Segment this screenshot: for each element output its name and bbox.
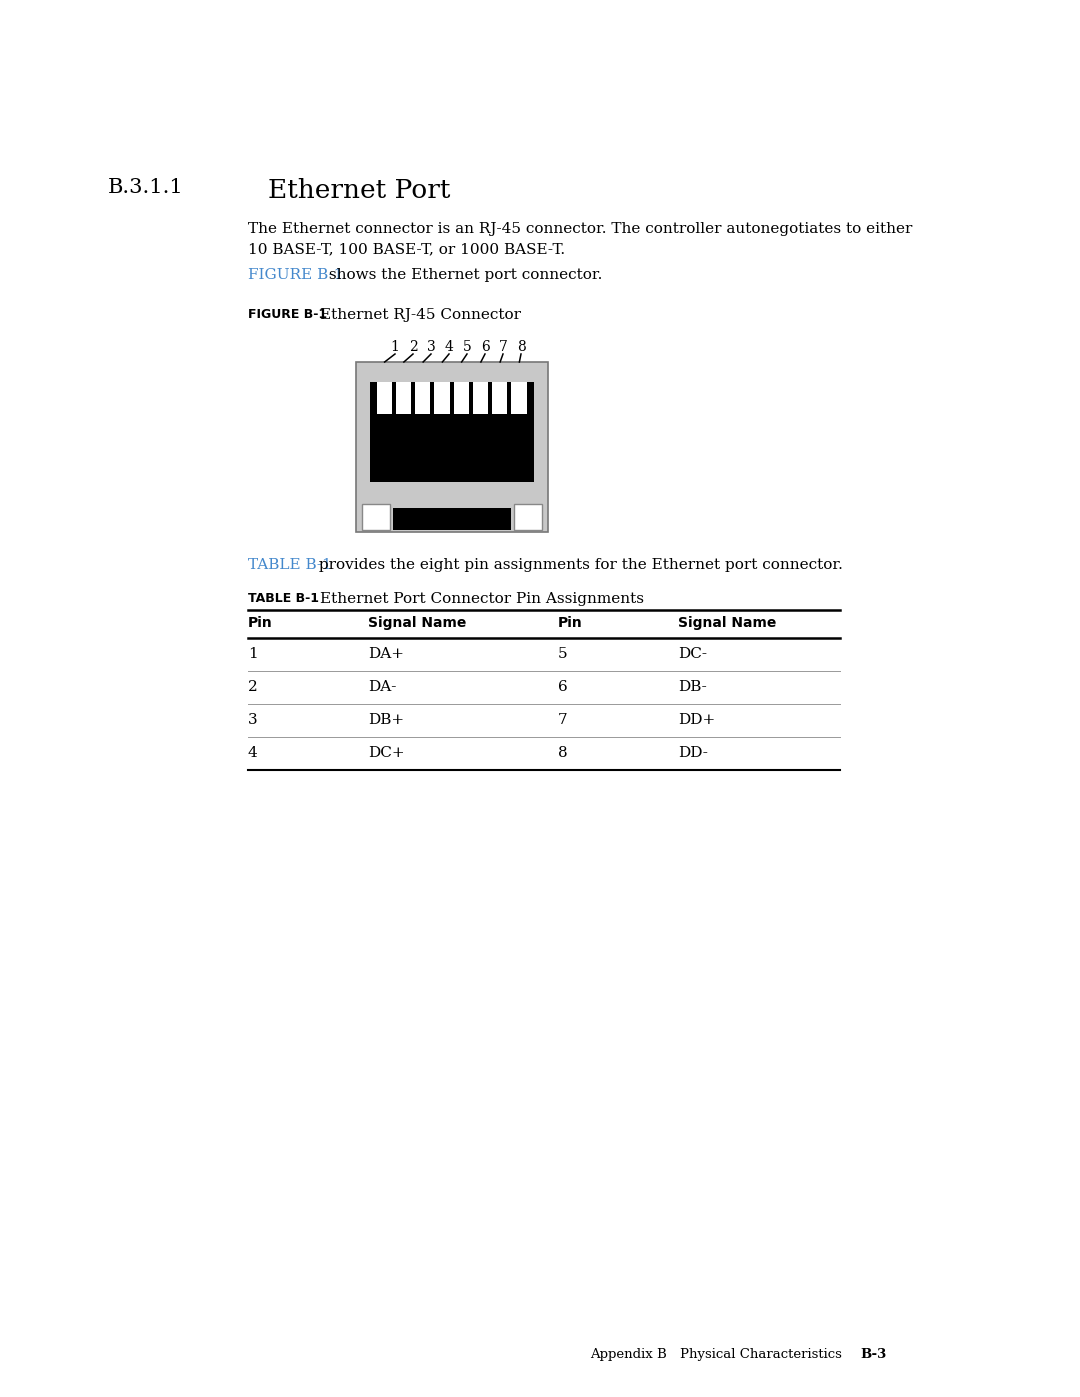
Text: 8: 8 — [516, 339, 525, 353]
Bar — [395, 381, 411, 414]
Text: 6: 6 — [558, 680, 568, 694]
Bar — [356, 362, 548, 532]
Text: provides the eight pin assignments for the Ethernet port connector.: provides the eight pin assignments for t… — [314, 557, 842, 571]
Text: 7: 7 — [499, 339, 508, 353]
Text: Pin: Pin — [558, 616, 583, 630]
Text: DD+: DD+ — [678, 712, 715, 726]
Text: shows the Ethernet port connector.: shows the Ethernet port connector. — [324, 268, 603, 282]
Text: TABLE B-1: TABLE B-1 — [248, 592, 319, 605]
Text: FIGURE B-1: FIGURE B-1 — [248, 268, 343, 282]
Bar — [377, 381, 392, 414]
Text: 6: 6 — [481, 339, 489, 353]
Text: Appendix B: Appendix B — [590, 1348, 666, 1361]
Text: 5: 5 — [462, 339, 471, 353]
Bar — [370, 381, 534, 482]
Text: Pin: Pin — [248, 616, 273, 630]
Text: DC-: DC- — [678, 647, 707, 661]
Text: 10 BASE-T, 100 BASE-T, or 1000 BASE-T.: 10 BASE-T, 100 BASE-T, or 1000 BASE-T. — [248, 242, 565, 256]
Bar — [393, 509, 511, 529]
Text: B-3: B-3 — [860, 1348, 887, 1361]
Text: Signal Name: Signal Name — [368, 616, 467, 630]
Text: 5: 5 — [558, 647, 568, 661]
Text: 1: 1 — [248, 647, 258, 661]
Text: Ethernet Port: Ethernet Port — [268, 177, 450, 203]
Text: TABLE B-1: TABLE B-1 — [248, 557, 332, 571]
Text: 2: 2 — [248, 680, 258, 694]
Text: FIGURE B-1: FIGURE B-1 — [248, 307, 327, 321]
Bar — [514, 504, 542, 529]
Text: Physical Characteristics: Physical Characteristics — [680, 1348, 842, 1361]
Text: Ethernet RJ-45 Connector: Ethernet RJ-45 Connector — [320, 307, 521, 321]
Bar — [454, 381, 469, 414]
Text: 3: 3 — [427, 339, 435, 353]
Text: DD-: DD- — [678, 746, 707, 760]
Text: B.3.1.1: B.3.1.1 — [108, 177, 184, 197]
Text: 3: 3 — [248, 712, 258, 726]
Text: DA-: DA- — [368, 680, 396, 694]
Text: 7: 7 — [558, 712, 568, 726]
Bar — [362, 504, 390, 529]
Text: DA+: DA+ — [368, 647, 404, 661]
Text: Ethernet Port Connector Pin Assignments: Ethernet Port Connector Pin Assignments — [320, 592, 644, 606]
Text: DB-: DB- — [678, 680, 706, 694]
Text: 4: 4 — [248, 746, 258, 760]
Text: 4: 4 — [445, 339, 454, 353]
Bar — [434, 381, 449, 414]
Bar — [415, 381, 430, 414]
Text: 1: 1 — [391, 339, 400, 353]
Text: Signal Name: Signal Name — [678, 616, 777, 630]
Text: 2: 2 — [408, 339, 417, 353]
Text: DC+: DC+ — [368, 746, 405, 760]
Text: 8: 8 — [558, 746, 568, 760]
Text: The Ethernet connector is an RJ-45 connector. The controller autonegotiates to e: The Ethernet connector is an RJ-45 conne… — [248, 222, 913, 236]
Bar — [511, 381, 527, 414]
Bar — [473, 381, 488, 414]
Text: DB+: DB+ — [368, 712, 404, 726]
Bar — [492, 381, 508, 414]
